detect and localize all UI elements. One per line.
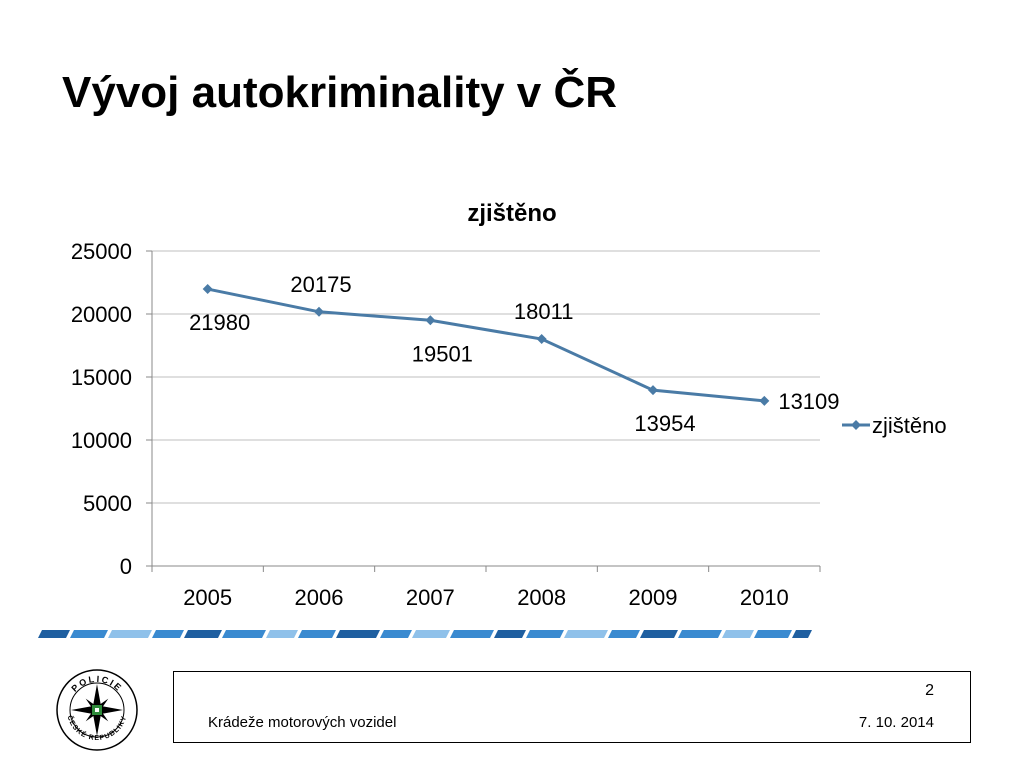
data-point — [425, 315, 436, 326]
stripe-segment — [184, 630, 222, 638]
stripe-segment — [564, 630, 608, 638]
stripe-segment — [450, 630, 494, 638]
data-label: 19501 — [412, 341, 473, 366]
stripe-segment — [412, 630, 450, 638]
axes: 0 5000 10000 15000 20000 25000 2005 2006 2007 200… — [71, 239, 821, 610]
police-star-emblem-icon: POLICIE ČESKÉ REPUBLIKY — [56, 669, 138, 751]
x-tick-label: 2005 — [183, 585, 232, 610]
x-tick-label: 2007 — [406, 585, 455, 610]
stripe-segment — [526, 630, 564, 638]
stripe-segment — [266, 630, 298, 638]
stripe-segment — [336, 630, 380, 638]
data-label: 13954 — [634, 411, 695, 436]
data-label: 21980 — [189, 310, 250, 335]
gridlines — [152, 250, 820, 504]
chart-title: zjištěno — [467, 200, 556, 227]
data-label: 18011 — [514, 299, 574, 324]
y-tick-label: 25000 — [71, 239, 132, 264]
slide-title: Vývoj autokriminality v ČR — [62, 68, 618, 117]
stripe-segment — [678, 630, 722, 638]
line-chart: zjištěno 0 5000 10000 15000 20000 25000 2005 20… — [71, 200, 947, 610]
data-point — [648, 385, 658, 396]
y-tick-label: 5000 — [83, 491, 132, 516]
legend-label: zjištěno — [872, 413, 947, 438]
data-label: 20175 — [290, 272, 351, 297]
data-labels: 21980 20175 19501 18011 13954 13109 — [189, 272, 839, 436]
series-zjisteno — [202, 284, 770, 406]
data-point — [314, 306, 324, 317]
data-point — [536, 334, 547, 345]
stripe-segment — [108, 630, 152, 638]
x-tick-label: 2010 — [740, 585, 789, 610]
data-point — [759, 395, 770, 406]
legend-marker — [851, 420, 861, 430]
data-point — [202, 284, 213, 295]
stripe-segment — [608, 630, 640, 638]
stripe-segment — [640, 630, 678, 638]
y-tick-label: 10000 — [71, 428, 132, 453]
stripe-segment — [722, 630, 754, 638]
x-tick-label: 2009 — [629, 585, 678, 610]
stripe-segment — [792, 630, 812, 638]
decorative-stripe — [38, 630, 812, 638]
stripe-segment — [70, 630, 108, 638]
x-tick-label: 2006 — [295, 585, 344, 610]
series-line — [207, 287, 765, 403]
stripe-segment — [380, 630, 412, 638]
stripe-segment — [494, 630, 526, 638]
stripe-segment — [754, 630, 792, 638]
legend: zjištěno — [842, 413, 947, 438]
stripe-segment — [152, 630, 184, 638]
stripe-segment — [38, 630, 70, 638]
footer-box: 2 Krádeže motorových vozidel 7. 10. 2014 — [173, 671, 971, 743]
x-tick-label: 2008 — [517, 585, 566, 610]
stripe-segment — [222, 630, 266, 638]
police-logo: POLICIE ČESKÉ REPUBLIKY — [55, 668, 139, 757]
page-number: 2 — [925, 682, 934, 699]
y-tick-label: 15000 — [71, 365, 132, 390]
footer-date: 7. 10. 2014 — [858, 714, 934, 731]
stripe-segment — [298, 630, 336, 638]
data-label: 13109 — [778, 389, 839, 414]
footer-text: Krádeže motorových vozidel — [208, 714, 397, 731]
y-tick-label: 0 — [120, 554, 132, 579]
y-tick-label: 20000 — [71, 302, 132, 327]
